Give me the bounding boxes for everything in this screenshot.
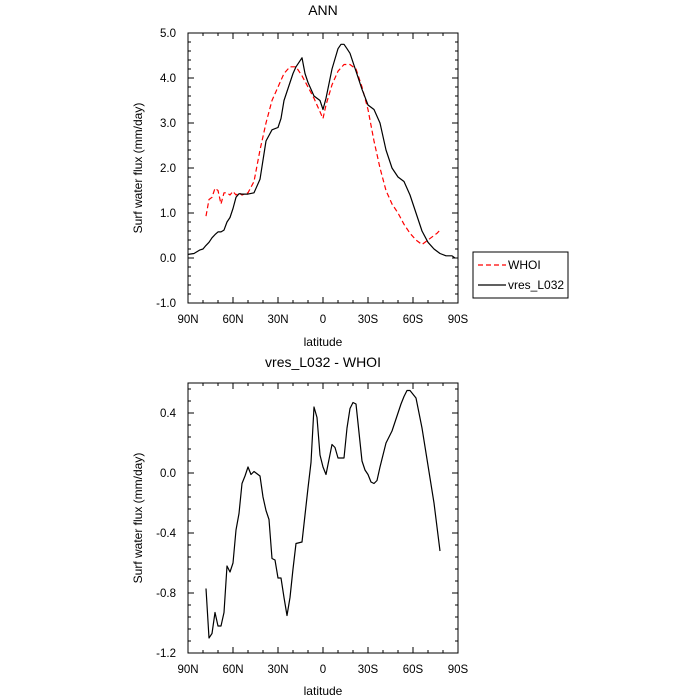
x-tick-label: 90S [448, 314, 469, 326]
x-tick-label: 90S [448, 664, 469, 676]
x-tick-label: 60S [403, 314, 424, 326]
y-tick-label: 4.0 [160, 73, 176, 85]
plot-frame [187, 32, 459, 304]
x-tick-label: 30N [267, 314, 288, 326]
plot-area-top [187, 43, 456, 259]
chart-ann: ANN 90N 60N 30N 0 30S 60S 90S -1.0 0.0 1.0 2.0 3.0 4… [131, 2, 569, 349]
plot-frame [187, 382, 459, 654]
y-tick-label: -1.0 [156, 298, 176, 310]
x-tick-label: 60S [403, 664, 424, 676]
y-tick-label: 0.0 [160, 253, 176, 265]
x-tick-label: 30N [267, 664, 288, 676]
chart-title: vres_L032 - WHOI [265, 354, 381, 370]
plot-area-bottom [205, 389, 441, 639]
x-axis-label: latitude [304, 335, 343, 349]
y-axis-label: Surf water flux (mm/day) [131, 453, 145, 584]
y-axis-label: Surf water flux (mm/day) [131, 103, 145, 234]
x-tick-label: 90N [177, 314, 198, 326]
axes-bottom: 90N 60N 30N 0 30S 60S 90S -1.2 -0.8 -0.4 0.0 0.4 [156, 382, 469, 676]
x-tick-label: 0 [320, 314, 326, 326]
y-tick-label: 5.0 [160, 28, 176, 40]
x-axis-label: latitude [304, 684, 343, 698]
x-tick-label: 60N [222, 314, 243, 326]
legend-label-vres: vres_L032 [508, 278, 564, 292]
x-tick-label: 30S [358, 664, 379, 676]
series-line-whoi [205, 63, 441, 246]
y-tick-label: -0.4 [156, 528, 176, 540]
chart-title: ANN [308, 2, 338, 18]
y-tick-label: 1.0 [160, 208, 176, 220]
legend: WHOI vres_L032 [472, 251, 569, 299]
y-tick-label: -1.2 [156, 648, 176, 660]
y-tick-label: 2.0 [160, 163, 176, 175]
axes-top: 90N 60N 30N 0 30S 60S 90S -1.0 0.0 1.0 2.0 3.0 4.0 5.… [156, 28, 468, 326]
series-line [205, 389, 441, 639]
y-tick-label: 3.0 [160, 118, 176, 130]
x-tick-label: 90N [177, 664, 198, 676]
x-tick-label: 30S [358, 314, 379, 326]
legend-label-whoi: WHOI [508, 258, 541, 272]
legend-box [472, 251, 569, 299]
y-tick-label: -0.8 [156, 588, 176, 600]
chart-difference: vres_L032 - WHOI 90N 60N 30N 0 30S 60S 90S -1.2… [131, 354, 469, 698]
series-line-vres-l032 [187, 43, 456, 259]
y-tick-label: 0.0 [160, 468, 176, 480]
x-tick-label: 0 [320, 664, 326, 676]
y-tick-label: 0.4 [160, 408, 177, 420]
x-tick-label: 60N [222, 664, 243, 676]
